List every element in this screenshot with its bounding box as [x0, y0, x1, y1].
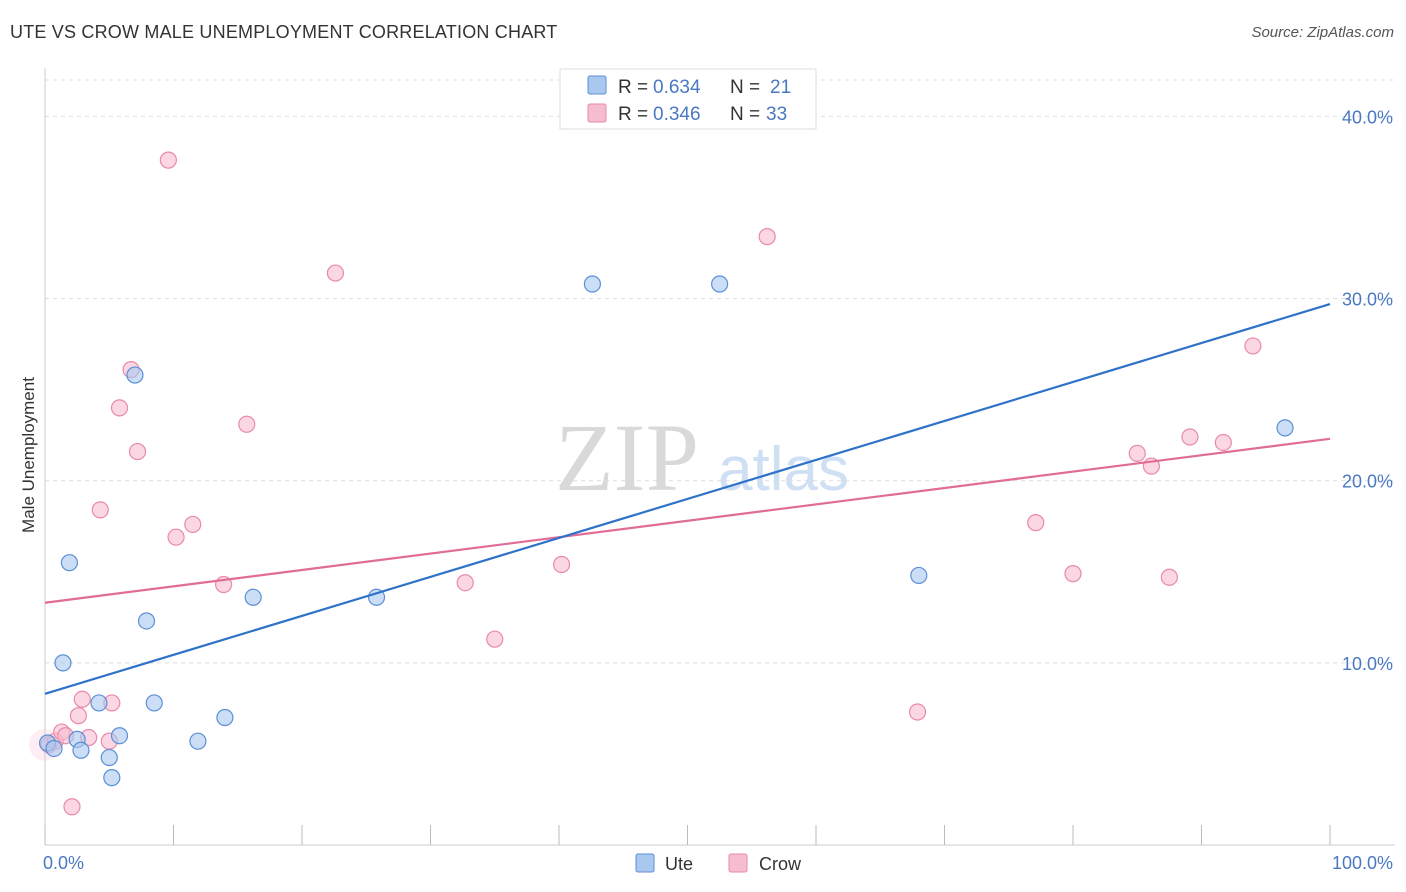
y-tick-label-0: 10.0% [1342, 654, 1393, 674]
grid-lines [45, 79, 1395, 664]
crow-point-5 [69, 707, 88, 725]
ute-point-11 [137, 612, 156, 630]
ute-point-15 [244, 588, 262, 606]
crow-point-27 [1128, 444, 1146, 462]
ute-point-5 [72, 741, 90, 759]
legend-label-ute: Ute [665, 854, 693, 874]
y-tick-label-2: 30.0% [1342, 290, 1393, 310]
ute-point-19 [910, 566, 928, 585]
stats-ute-r-label: R = [618, 77, 648, 98]
stats-ute-n-label: N = [730, 77, 760, 98]
crow-point-6 [73, 690, 91, 708]
y-tick-label-3: 40.0% [1342, 107, 1393, 127]
x-tick-label-1: 100.0% [1332, 853, 1393, 873]
crow-point-8 [91, 501, 109, 519]
crow-point-11 [110, 399, 129, 417]
crow-point-23 [758, 228, 776, 246]
crow-trend-line [44, 437, 1331, 604]
crow-point-15 [167, 528, 185, 546]
crow-point-26 [1064, 565, 1082, 583]
crow-point-25 [1027, 514, 1045, 532]
ute-point-7 [100, 748, 118, 767]
stats-swatch-crow [587, 103, 607, 123]
ute-point-18 [711, 275, 729, 293]
crow-point-24 [908, 703, 927, 721]
crow-point-18 [238, 415, 256, 433]
ute-point-14 [216, 708, 234, 727]
crow-point-21 [486, 630, 504, 648]
ute-point-17 [583, 275, 602, 293]
ute-points [38, 275, 1294, 787]
crow-point-16 [184, 515, 202, 534]
legend-swatch-ute [635, 853, 655, 873]
y-axis-label: Male Unemployment [19, 377, 38, 533]
crow-points [29, 151, 1262, 816]
y-tick-label-1: 20.0% [1342, 472, 1393, 492]
stats-crow-r-label: R = [618, 104, 648, 125]
ute-point-1 [45, 739, 63, 758]
crow-point-4 [63, 798, 81, 816]
ute-point-10 [126, 366, 144, 384]
ute-point-6 [90, 694, 108, 712]
stats-crow-r-value: 0.346 [653, 104, 701, 125]
watermark-zip: ZIP [555, 404, 699, 511]
chart-title: UTE VS CROW MALE UNEMPLOYMENT CORRELATIO… [10, 22, 558, 42]
source-label: Source: ZipAtlas.com [1251, 24, 1394, 41]
legend-label-crow: Crow [759, 854, 802, 874]
crow-point-13 [128, 442, 147, 461]
ute-point-2 [54, 654, 72, 672]
x-tick-label-0: 0.0% [43, 853, 84, 873]
stats-crow-n-value: 33 [766, 104, 787, 125]
stats-swatch-ute [587, 75, 607, 95]
crow-point-29 [1160, 568, 1178, 586]
tick-labels: 10.0% 20.0% 30.0% 40.0% 0.0% 100.0% [43, 107, 1393, 873]
ute-point-16 [367, 588, 386, 606]
ute-point-8 [103, 769, 121, 787]
stats-crow-n-label: N = [730, 104, 760, 125]
crow-point-14 [159, 151, 177, 169]
stats-ute-r-value: 0.634 [653, 77, 701, 98]
crow-point-32 [1244, 337, 1262, 355]
crow-point-30 [1181, 428, 1199, 446]
ute-point-12 [145, 694, 163, 712]
axes [44, 68, 1395, 846]
ute-point-20 [1276, 419, 1294, 437]
crow-point-20 [456, 574, 474, 592]
legend-swatch-crow [728, 853, 748, 873]
series-legend: Ute Crow [635, 853, 802, 874]
ute-point-3 [60, 554, 79, 572]
stats-ute-n-value: 21 [770, 77, 791, 98]
stats-legend: R = 0.634 N = 21 R = 0.346 N = 33 [559, 68, 817, 130]
ute-trend-line [44, 302, 1331, 695]
trend-lines [44, 302, 1331, 695]
crow-point-19 [326, 264, 345, 282]
crow-point-22 [552, 555, 571, 574]
ute-point-9 [110, 727, 129, 745]
crow-point-31 [1214, 433, 1232, 452]
ute-point-13 [189, 732, 207, 750]
